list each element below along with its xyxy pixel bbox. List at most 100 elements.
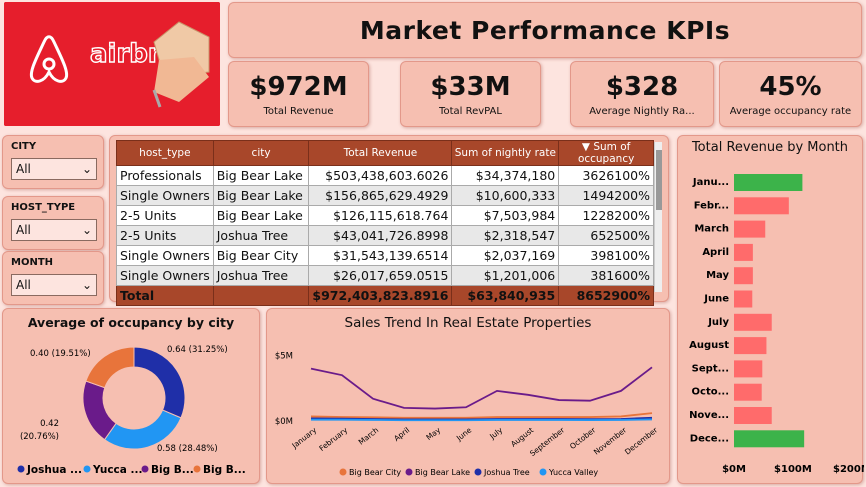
city-dropdown[interactable]: All ⌄ bbox=[11, 158, 97, 180]
line-series bbox=[310, 366, 653, 410]
chevron-down-icon: ⌄ bbox=[81, 162, 92, 176]
donut-data-label: 0.58 (28.48%) bbox=[157, 444, 218, 454]
month-dropdown[interactable]: All ⌄ bbox=[11, 274, 97, 296]
donut-data-label: 0.64 (31.25%) bbox=[167, 345, 228, 355]
legend-marker bbox=[339, 468, 347, 476]
kpi-average-nightly-rate[interactable]: $328 Average Nightly Ra... bbox=[570, 61, 714, 127]
slicer-label: HOST_TYPE bbox=[11, 202, 76, 213]
column-header-occupancy[interactable]: ▼ Sum of occupancy bbox=[558, 140, 654, 166]
donut-slice bbox=[133, 346, 186, 419]
y-category-label: Febr... bbox=[694, 200, 729, 211]
bar bbox=[734, 383, 762, 401]
y-category-label: August bbox=[689, 340, 729, 351]
table-row[interactable]: Single Owners Big Bear City $31,543,139.65… bbox=[116, 245, 654, 266]
bar bbox=[734, 313, 772, 331]
revenue-by-month-bar-chart: Janu... Febr... March April May June July Augus… bbox=[689, 174, 864, 475]
y-category-label: April bbox=[702, 247, 729, 258]
column-header-city[interactable]: city bbox=[212, 140, 310, 166]
column-header-host-type[interactable]: host_type bbox=[116, 140, 214, 166]
kpi-value: $328 bbox=[605, 71, 679, 102]
y-category-label: July bbox=[707, 317, 729, 328]
chevron-down-icon: ⌄ bbox=[81, 223, 92, 237]
bar bbox=[734, 267, 753, 285]
chevron-down-icon: ⌄ bbox=[81, 278, 92, 292]
kpi-value: $33M bbox=[430, 71, 511, 102]
occupancy-donut-panel: Average of occupancy by city 0.64 (31.25… bbox=[2, 308, 260, 484]
bar-chart-title: Total Revenue by Month bbox=[691, 140, 849, 155]
legend-label: Big B... bbox=[203, 464, 246, 476]
table-row[interactable]: Single Owners Joshua Tree $26,017,659.0515… bbox=[116, 265, 654, 286]
revenue-table: host_type city Total Revenue Sum of nigh… bbox=[116, 140, 654, 306]
x-tick-label: July bbox=[487, 425, 504, 441]
table-scrollbar[interactable] bbox=[654, 142, 662, 292]
table-total-row: Total $972,403,823.8916 $63,840,935 8652900… bbox=[116, 285, 654, 306]
x-tick-label: August bbox=[509, 425, 535, 448]
bar bbox=[734, 360, 763, 378]
kpi-label: Average Nightly Ra... bbox=[589, 105, 695, 117]
airbnb-logo-icon bbox=[29, 35, 69, 83]
page-title: Market Performance KPIs bbox=[359, 15, 731, 45]
y-category-label: Octo... bbox=[692, 387, 729, 398]
month-slicer: MONTH All ⌄ bbox=[2, 251, 104, 305]
x-tick-label: $0M bbox=[722, 464, 746, 475]
donut-data-label: 0.42 bbox=[40, 419, 59, 429]
x-tick-label: April bbox=[392, 425, 411, 443]
host-type-dropdown[interactable]: All ⌄ bbox=[11, 219, 97, 241]
sort-desc-icon: ▼ bbox=[581, 141, 590, 153]
dashboard-title-panel: Market Performance KPIs bbox=[228, 2, 862, 58]
y-category-label: Sept... bbox=[692, 363, 729, 374]
bar bbox=[734, 430, 805, 448]
scrollbar-thumb[interactable] bbox=[656, 150, 662, 210]
bar bbox=[734, 337, 767, 355]
dropdown-value: All bbox=[16, 223, 31, 237]
legend-label: Joshua ... bbox=[26, 464, 82, 476]
occupancy-donut-chart: 0.64 (31.25%) 0.58 (28.48%) 0.42 (20.76%) 0.… bbox=[17, 345, 246, 476]
sales-trend-panel: Sales Trend In Real Estate Properties $5… bbox=[266, 308, 670, 484]
x-tick-label: June bbox=[454, 425, 474, 443]
table-row[interactable]: 2-5 Units Big Bear Lake $126,115,618.764 $7… bbox=[116, 205, 654, 226]
table-row[interactable]: Professionals Big Bear Lake $503,438,603.6… bbox=[116, 165, 654, 186]
x-tick-label: January bbox=[289, 425, 318, 451]
revenue-by-month-panel: Total Revenue by Month Janu... Febr... Mar… bbox=[677, 135, 864, 484]
x-tick-label: November bbox=[592, 425, 629, 457]
y-category-label: Dece... bbox=[690, 433, 729, 444]
legend-label: Big Bear City bbox=[349, 468, 401, 477]
donut-slice bbox=[82, 380, 117, 441]
y-tick-label: $0M bbox=[275, 417, 293, 427]
kpi-label: Average occupancy rate bbox=[729, 105, 852, 117]
legend-label: Big B... bbox=[151, 464, 194, 476]
legend-marker bbox=[83, 465, 91, 473]
airbnb-banner-image: airbnb bbox=[4, 2, 220, 126]
table-row[interactable]: 2-5 Units Joshua Tree $43,041,726.8998 $2,3… bbox=[116, 225, 654, 246]
x-tick-label: May bbox=[424, 425, 442, 442]
kpi-total-revpal[interactable]: $33M Total RevPAL bbox=[400, 61, 541, 127]
kpi-value: 45% bbox=[759, 71, 822, 102]
bar bbox=[734, 174, 803, 191]
kpi-average-occupancy-rate[interactable]: 45% Average occupancy rate bbox=[719, 61, 862, 127]
column-header-total-revenue[interactable]: Total Revenue bbox=[308, 140, 453, 166]
kpi-total-revenue[interactable]: $972M Total Revenue bbox=[228, 61, 369, 127]
x-tick-label: December bbox=[623, 425, 660, 457]
donut-data-label: (20.76%) bbox=[20, 432, 59, 442]
table-row[interactable]: Single Owners Big Bear Lake $156,865,629.4… bbox=[116, 185, 654, 206]
legend-marker bbox=[474, 468, 482, 476]
kpi-label: Total Revenue bbox=[263, 105, 334, 117]
city-slicer: CITY All ⌄ bbox=[2, 135, 104, 189]
legend-marker bbox=[539, 468, 547, 476]
x-tick-label: $100M bbox=[774, 464, 812, 475]
legend-label: Joshua Tree bbox=[483, 468, 530, 477]
y-category-label: June bbox=[703, 294, 729, 305]
y-category-label: May bbox=[706, 270, 729, 281]
y-category-label: March bbox=[694, 224, 729, 235]
x-tick-label: March bbox=[357, 425, 381, 446]
donut-slice bbox=[85, 346, 135, 389]
slicer-label: MONTH bbox=[11, 257, 54, 268]
legend-marker bbox=[193, 465, 201, 473]
bar bbox=[734, 220, 766, 238]
host-type-slicer: HOST_TYPE All ⌄ bbox=[2, 196, 104, 250]
legend-marker bbox=[405, 468, 413, 476]
legend-marker bbox=[17, 465, 25, 473]
column-header-nightly-rate[interactable]: Sum of nightly rate bbox=[451, 140, 560, 166]
y-category-label: Janu... bbox=[692, 177, 729, 188]
donut-data-label: 0.40 (19.51%) bbox=[30, 349, 91, 359]
